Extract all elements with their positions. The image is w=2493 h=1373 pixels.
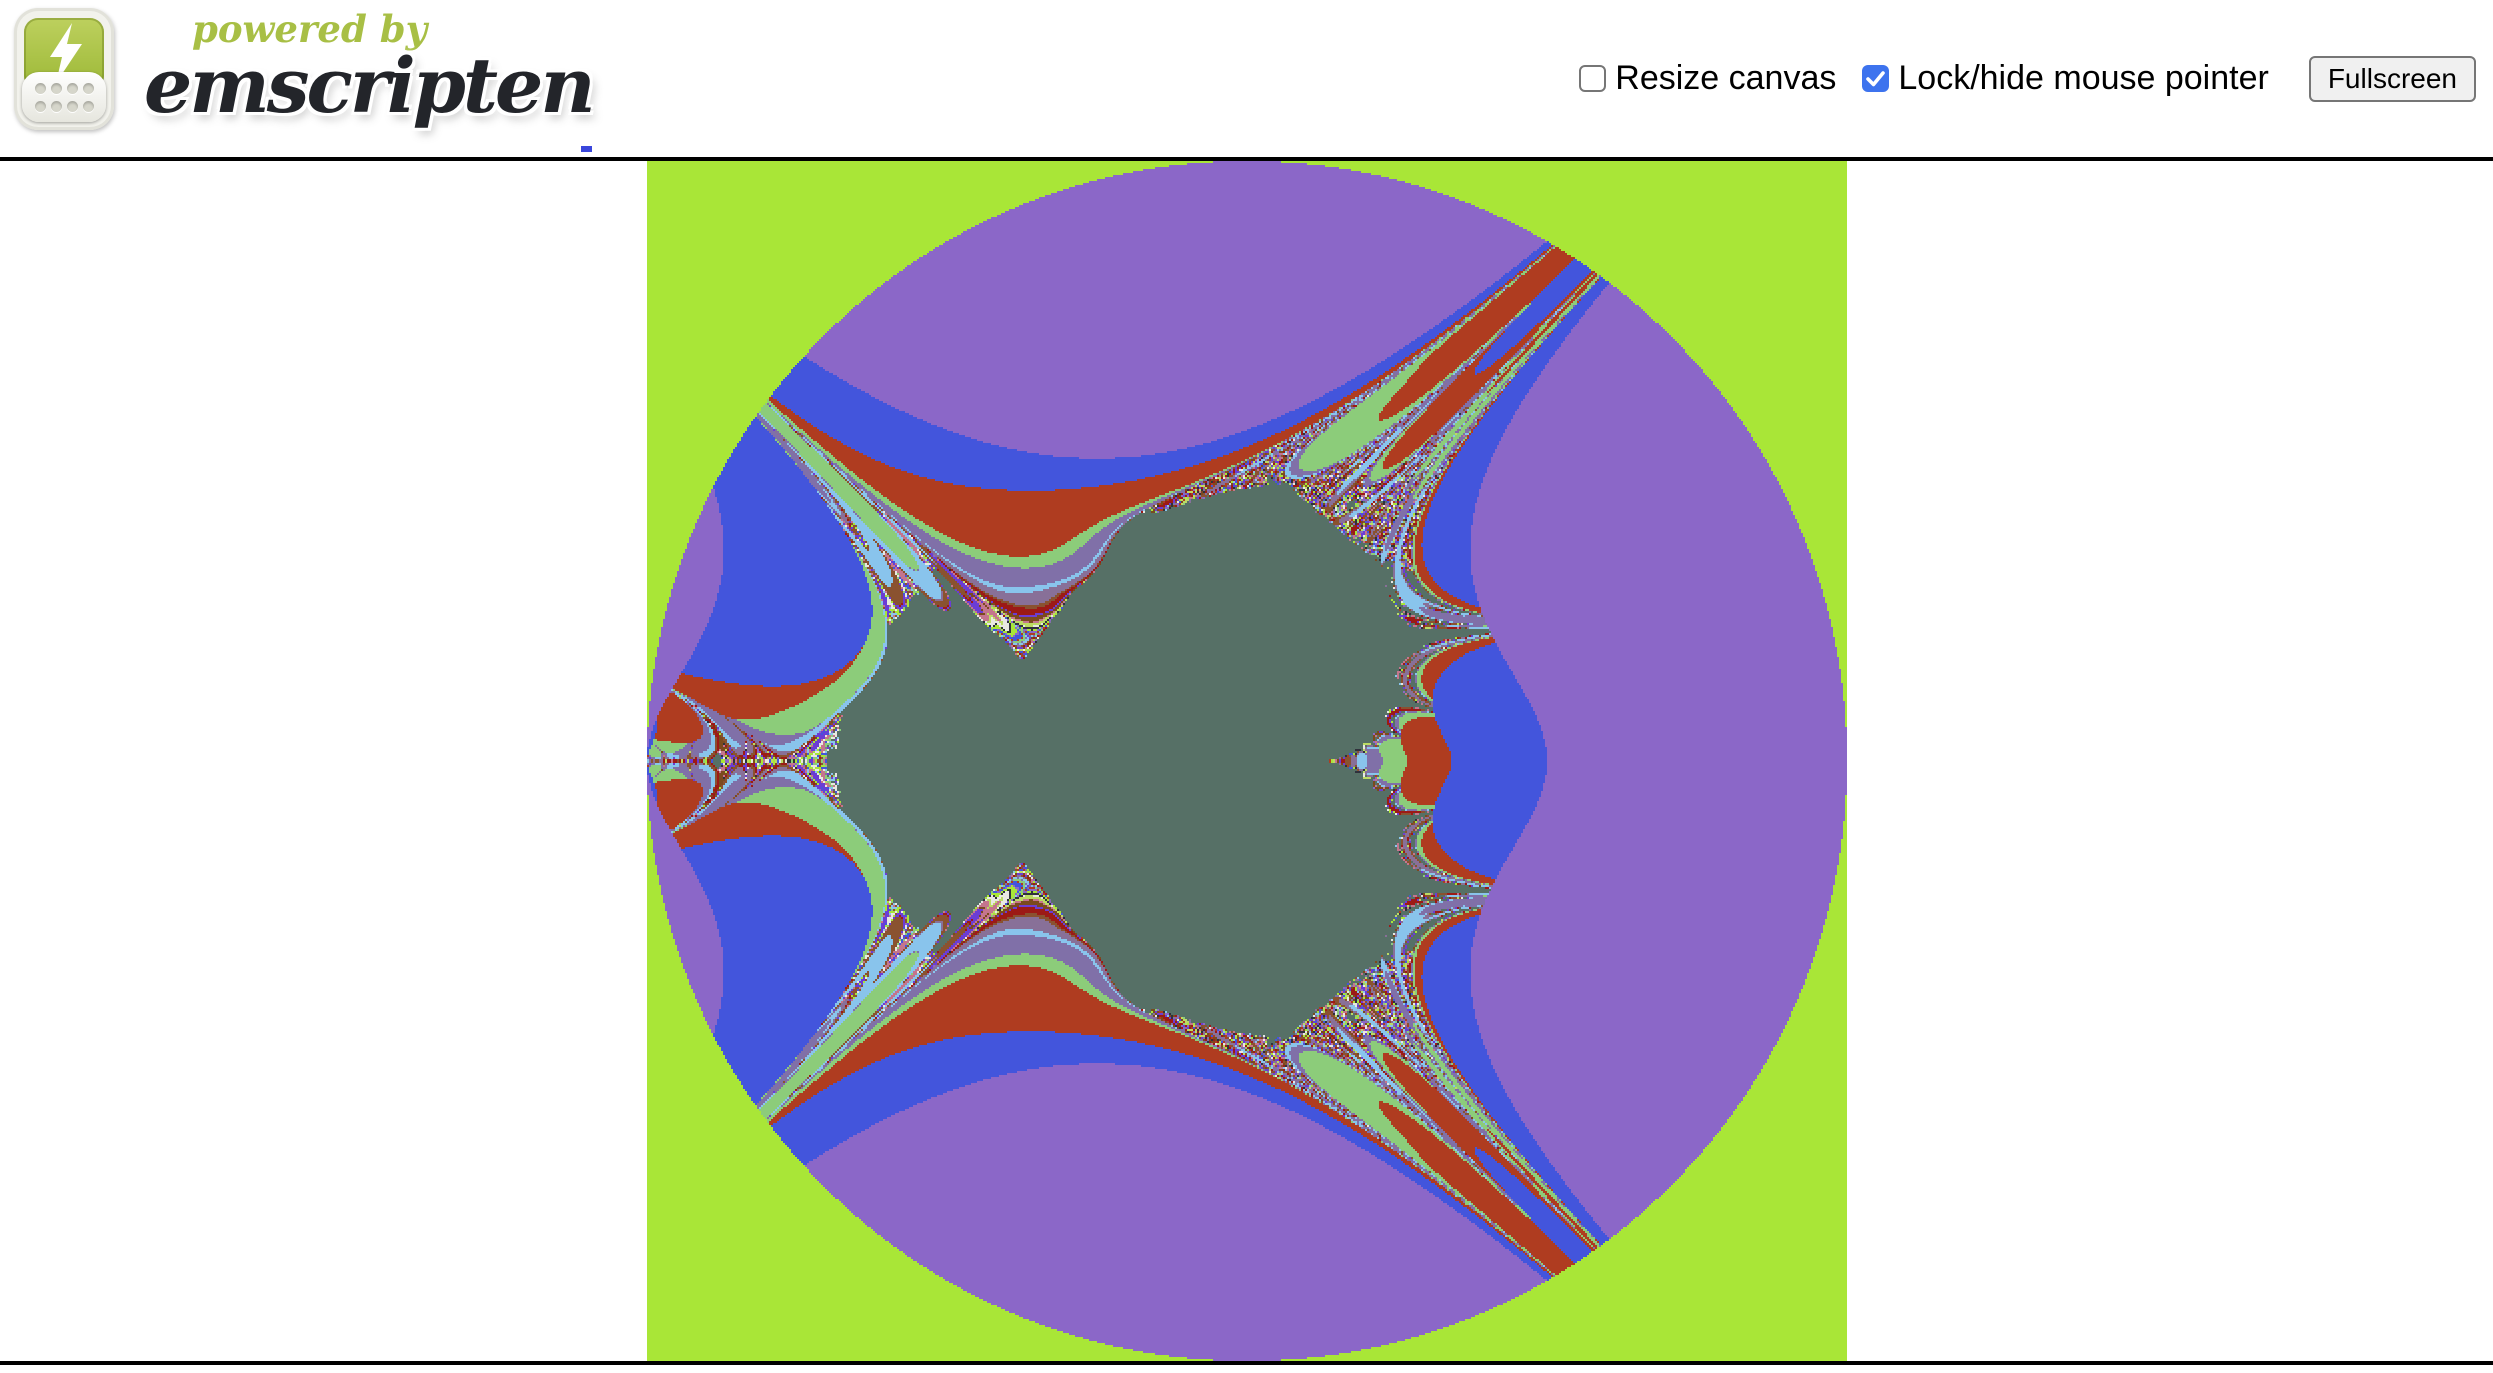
brand-text: emscripten (144, 40, 596, 130)
pill-dot (66, 82, 78, 94)
pill-dot (82, 100, 94, 112)
canvas-border (0, 157, 2493, 1365)
pill-dot (34, 82, 46, 94)
emscripten-logo-icon (14, 8, 114, 130)
resize-canvas-label: Resize canvas (1615, 59, 1837, 97)
fullscreen-button[interactable]: Fullscreen (2308, 55, 2476, 102)
pill-dot (66, 100, 78, 112)
logo-text: powered by emscripten (144, 7, 596, 130)
fractal-canvas[interactable] (646, 161, 1847, 1361)
emscripten-logo[interactable]: powered by emscripten (14, 7, 596, 130)
header: powered by emscripten Resize canvas Lock… (0, 0, 2493, 157)
header-controls: Resize canvas Lock/hide mouse pointer Fu… (1579, 0, 2476, 157)
lock-pointer-label: Lock/hide mouse pointer (1898, 59, 2269, 97)
pill-dot (50, 82, 62, 94)
pill-dot (34, 100, 46, 112)
pill-dot (50, 100, 62, 112)
pill-dot (82, 82, 94, 94)
status-dash (581, 146, 592, 152)
checkmark-icon (1862, 65, 1890, 92)
lock-pointer-checkbox[interactable] (1862, 65, 1890, 92)
resize-canvas-checkbox[interactable] (1579, 65, 1607, 92)
powered-by-text: powered by (192, 7, 428, 51)
lightning-bolt-icon (50, 23, 82, 83)
logo-pill (22, 72, 106, 122)
